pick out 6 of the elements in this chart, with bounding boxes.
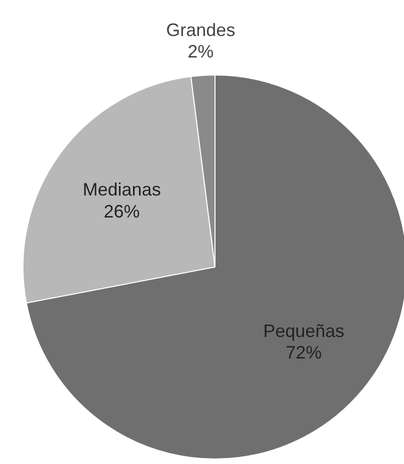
data-label: 26% [104,201,140,222]
slice-label: Pequeñas [263,320,344,341]
slice-label: Medianas [82,180,161,200]
data-label: 72% [286,342,322,362]
data-label: 2% [188,41,214,62]
slice-label: Grandes [166,20,236,40]
